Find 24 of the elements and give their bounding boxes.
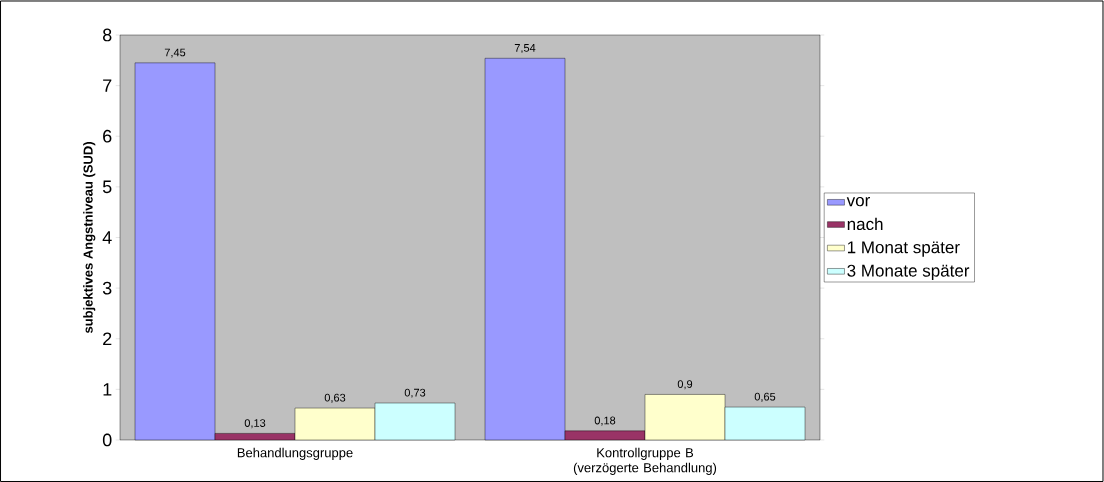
data-label: 0,73 — [404, 388, 426, 398]
data-label: 0,63 — [324, 393, 346, 403]
y-tick-label: 8 — [102, 28, 112, 42]
data-label: 7,54 — [514, 44, 536, 54]
y-tick-label: 5 — [102, 180, 112, 194]
legend-label: vor — [846, 196, 870, 207]
data-label: 7,45 — [164, 48, 186, 58]
data-label: 0,13 — [244, 419, 266, 429]
y-axis-title: subjektives Angstniveau (SUD) — [83, 142, 96, 334]
legend-label: 1 Monat später — [847, 241, 960, 257]
y-tick-label: 0 — [102, 433, 112, 447]
y-tick-label: 6 — [103, 129, 112, 143]
x-tick-label: Behandlungsgruppe — [237, 447, 353, 460]
y-tick-label: 3 — [102, 281, 112, 295]
y-tick-label: 1 — [103, 383, 112, 396]
legend-label: nach — [847, 217, 883, 231]
y-tick-label: 7 — [103, 79, 112, 92]
data-label: 0,65 — [754, 392, 776, 402]
legend-label: 3 Monate später — [847, 264, 970, 281]
y-tick-label: 2 — [103, 332, 112, 346]
data-label: 0,9 — [677, 380, 693, 390]
x-tick-label: Kontrollgruppe B (verzögerte Behandlung) — [573, 447, 717, 475]
y-tick-label: 4 — [102, 231, 112, 244]
data-label: 0,18 — [594, 416, 616, 426]
